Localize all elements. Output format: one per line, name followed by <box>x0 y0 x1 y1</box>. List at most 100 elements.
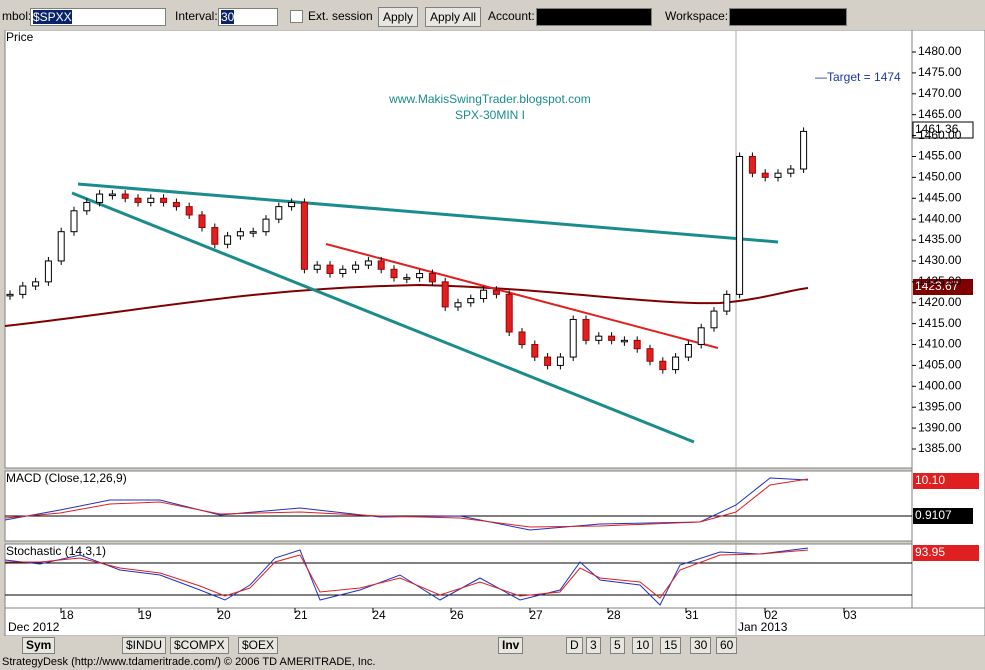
tab[interactable]: D <box>566 637 583 654</box>
y-tick-label: 1420.00 <box>918 295 962 309</box>
candle <box>684 344 692 358</box>
month-left: Dec 2012 <box>8 620 60 634</box>
ext-session-label: Ext. session <box>308 9 373 23</box>
tab[interactable]: Sym <box>22 637 56 654</box>
candle <box>83 201 91 212</box>
date-label: 02 <box>764 608 778 622</box>
tab-bar: Sym $INDU $COMPX $OEX Inv D 3 5 10 15 30 60 <box>0 637 985 655</box>
account-label: Account: <box>488 9 535 23</box>
y-tick-label: 1450.00 <box>918 170 962 184</box>
date-label: 21 <box>294 608 308 622</box>
candle <box>339 268 347 274</box>
candle <box>288 201 296 208</box>
macd-lines <box>4 477 912 531</box>
macd-value-box <box>913 473 979 489</box>
candle <box>531 344 539 358</box>
candle <box>441 281 449 308</box>
chart: Price www.MakisSwingTrader.blogspot.com … <box>4 30 985 636</box>
candle <box>595 335 603 341</box>
ext-checkbox[interactable] <box>290 10 303 23</box>
candle <box>147 197 155 203</box>
candle <box>390 268 398 279</box>
candle <box>697 327 705 346</box>
candle <box>403 277 411 280</box>
stoch-panel <box>4 543 913 609</box>
stoch-value: 93.95 <box>915 545 945 559</box>
candle <box>710 310 718 329</box>
account-select[interactable] <box>536 8 652 26</box>
candle <box>659 360 667 371</box>
candle <box>787 168 795 174</box>
interval-value: 30 <box>221 10 235 24</box>
candle <box>774 172 782 178</box>
candle <box>723 293 731 312</box>
date-axis <box>4 607 985 636</box>
date-label: 18 <box>60 608 74 622</box>
candle <box>480 289 488 300</box>
trendline-upper <box>77 182 779 244</box>
candle <box>608 335 616 341</box>
tab[interactable]: 10 <box>632 637 654 654</box>
symbol-input[interactable]: $SPXX <box>30 8 166 26</box>
tab[interactable]: 3 <box>586 637 601 654</box>
candle <box>556 356 564 366</box>
last-price-box <box>912 121 974 139</box>
candle <box>262 218 270 233</box>
candle <box>800 130 808 170</box>
tab[interactable]: $COMPX <box>170 637 229 654</box>
date-label: 03 <box>843 608 857 622</box>
target-label: —Target = 1474 <box>815 70 901 84</box>
y-tick-label: 1475.00 <box>918 65 962 79</box>
apply-button[interactable]: Apply <box>378 7 419 27</box>
candle <box>108 193 116 197</box>
y-tick-label: 1435.00 <box>918 232 962 246</box>
stoch-k <box>4 547 809 606</box>
interval-input[interactable]: 30 <box>218 8 278 26</box>
candle <box>160 197 168 203</box>
trendline-lower <box>71 191 695 444</box>
y-tick-label: 1480.00 <box>918 44 962 58</box>
month-right: Jan 2013 <box>738 620 788 634</box>
date-label: 24 <box>372 608 386 622</box>
workspace-label: Workspace: <box>665 9 729 23</box>
tab[interactable]: 30 <box>690 637 712 654</box>
stoch-value-box <box>913 545 979 561</box>
candle <box>185 206 193 216</box>
candle <box>518 331 526 346</box>
candle <box>57 231 65 262</box>
tab[interactable]: 5 <box>610 637 625 654</box>
macd-label: MACD (Close,12,26,9) <box>6 471 127 485</box>
tab[interactable]: 60 <box>716 637 738 654</box>
y-tick-label: 1425.00 <box>918 274 962 288</box>
tab[interactable]: $OEX <box>238 637 279 654</box>
candle <box>300 201 308 270</box>
candle <box>275 206 283 220</box>
candle <box>748 155 756 174</box>
macd-value: 10.10 <box>915 473 945 487</box>
tab[interactable]: Inv <box>498 637 524 654</box>
candle <box>224 235 232 245</box>
symbol-value: $SPXX <box>33 10 72 24</box>
candle <box>505 293 513 333</box>
candle <box>544 356 552 366</box>
candle <box>569 318 577 358</box>
interval-label: Interval: <box>175 9 218 23</box>
y-tick-label: 1400.00 <box>918 378 962 392</box>
stoch-label: Stochastic (14,3,1) <box>6 544 106 558</box>
ma-price: 1423.67 <box>915 279 959 293</box>
y-tick-label: 1470.00 <box>918 86 962 100</box>
apply-all-button[interactable]: Apply All <box>425 7 482 27</box>
candle <box>646 348 654 362</box>
tab[interactable]: 15 <box>660 637 682 654</box>
tab[interactable]: $INDU <box>122 637 167 654</box>
y-tick-label: 1410.00 <box>918 337 962 351</box>
workspace-select[interactable] <box>729 8 847 26</box>
macd-panel <box>4 470 913 542</box>
y-tick-label: 1455.00 <box>918 149 962 163</box>
candle <box>6 293 14 297</box>
price-panel <box>4 30 913 469</box>
date-label: 28 <box>607 608 621 622</box>
candle <box>352 264 360 270</box>
candle <box>44 260 52 283</box>
trendline-red <box>325 243 719 349</box>
